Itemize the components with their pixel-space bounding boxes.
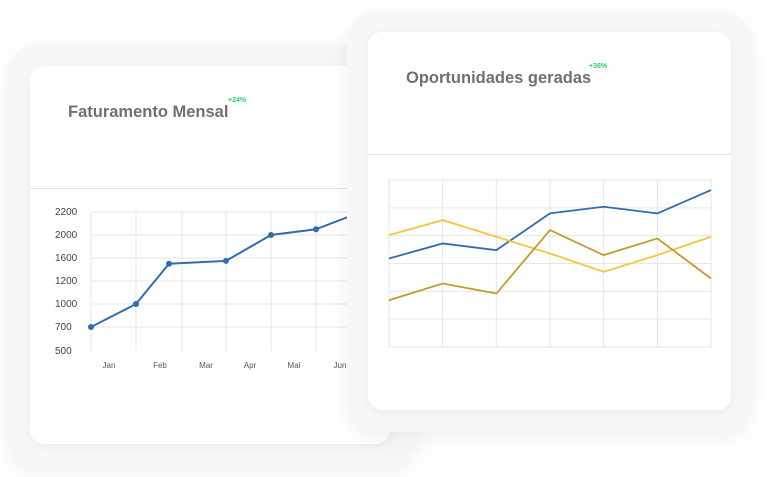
revenue-x-tick-label: Feb: [153, 361, 167, 370]
revenue-x-tick-label: Jun: [334, 361, 347, 370]
revenue-y-tick-label: 2200: [55, 207, 78, 218]
revenue-x-tick-label: Mai: [288, 361, 301, 370]
revenue-data-point: [313, 226, 319, 233]
revenue-data-point: [88, 324, 94, 330]
revenue-y-tick-label: 1200: [55, 276, 78, 287]
revenue-y-tick-label: 500: [55, 346, 72, 357]
opportunities-series-line-yellow: [388, 219, 712, 273]
revenue-card-title: Faturamento Mensal: [68, 103, 229, 121]
revenue-x-tick-label: Apr: [244, 361, 257, 370]
opportunities-card-title: Oportunidades geradas: [406, 69, 592, 87]
revenue-data-point: [166, 260, 172, 267]
revenue-card: [30, 66, 390, 444]
revenue-growth-badge: +24%: [228, 97, 247, 104]
revenue-y-tick-label: 1600: [55, 253, 78, 264]
revenue-card-divider: [30, 188, 390, 189]
opportunities-series-line-blue: [388, 189, 712, 260]
revenue-y-tick-label: 1000: [55, 299, 78, 310]
revenue-data-point: [223, 257, 229, 264]
revenue-x-tick-label: Jan: [103, 361, 116, 370]
revenue-y-tick-label: 2000: [55, 230, 78, 241]
opportunities-card-divider: [368, 154, 731, 155]
revenue-data-point: [133, 301, 139, 307]
opportunities-series-line-olive: [388, 228, 712, 302]
revenue-x-tick-label: Mar: [199, 361, 213, 370]
revenue-data-point: [268, 232, 274, 238]
revenue-y-tick-label: 700: [55, 322, 72, 333]
opportunities-growth-badge: +36%: [589, 63, 608, 70]
